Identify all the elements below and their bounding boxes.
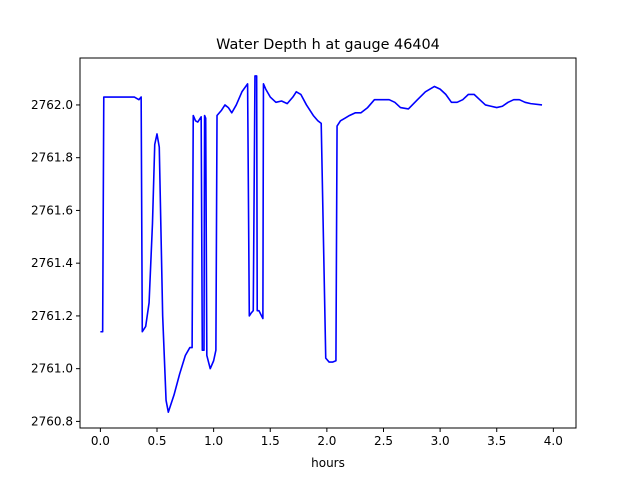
y-tick-label: 2761.4 [31, 256, 73, 270]
y-tick-label: 2761.8 [31, 151, 73, 165]
series-layer [100, 75, 543, 413]
x-tick-label: 1.5 [261, 434, 280, 448]
chart-title: Water Depth h at gauge 46404 [216, 37, 440, 53]
x-tick-label: 1.0 [204, 434, 223, 448]
y-axis: 2760.8 2761.0 2761.2 2761.4 2761.6 2761.8 2762… [31, 98, 80, 428]
x-tick-label: 4.0 [544, 434, 563, 448]
x-tick-label: 3.5 [487, 434, 506, 448]
plot-frame [79, 57, 577, 429]
x-tick-label: 2.0 [317, 434, 336, 448]
y-tick-label: 2761.0 [31, 362, 73, 376]
x-tick-label: 0.0 [91, 434, 110, 448]
y-tick-label: 2761.6 [31, 203, 73, 217]
y-tick-label: 2760.8 [31, 414, 73, 428]
x-tick-label: 3.0 [431, 434, 450, 448]
series-line-0 [100, 75, 543, 413]
x-axis: 0.0 0.5 1.0 1.5 2.0 2.5 3.0 3.5 4.0 [91, 428, 563, 448]
x-tick-label: 0.5 [147, 434, 166, 448]
x-tick-label: 2.5 [374, 434, 393, 448]
x-axis-label: hours [311, 456, 345, 470]
y-tick-label: 2761.2 [31, 309, 73, 323]
y-tick-label: 2762.0 [31, 98, 73, 112]
